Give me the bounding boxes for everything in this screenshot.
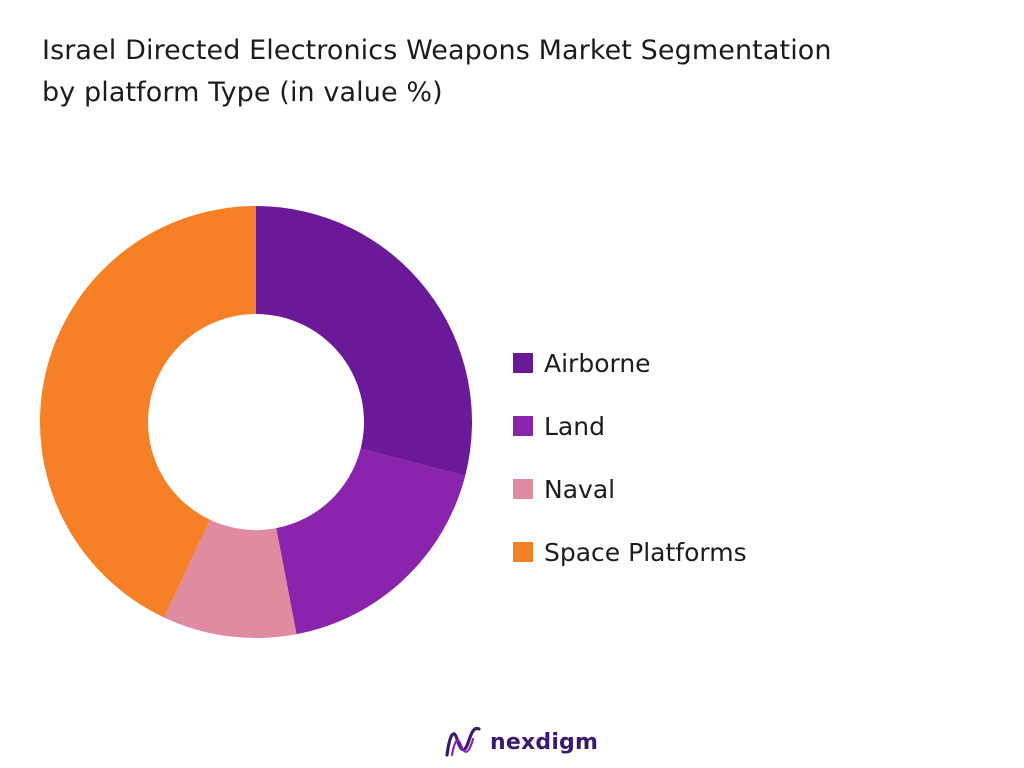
donut-slice-land: [276, 448, 466, 635]
donut-slice-naval: [164, 519, 297, 638]
legend-swatch-airborne: [513, 353, 533, 373]
legend-swatch-space-platforms: [513, 542, 533, 562]
legend-label-naval: Naval: [544, 474, 616, 504]
chart-legend: Airborne Land Naval Space Platforms: [513, 342, 833, 594]
legend-label-airborne: Airborne: [544, 348, 651, 378]
brand-name: nexdigm: [490, 729, 599, 755]
legend-item-naval: Naval: [513, 468, 833, 510]
legend-item-space-platforms: Space Platforms: [513, 531, 833, 573]
legend-label-land: Land: [544, 411, 605, 441]
legend-swatch-land: [513, 416, 533, 436]
legend-label-space-platforms: Space Platforms: [544, 537, 747, 567]
chart-title-line-2: by platform Type (in value %): [42, 77, 443, 108]
chart-title: Israel Directed Electronics Weapons Mark…: [42, 30, 1002, 114]
brand-logo: nexdigm: [444, 722, 598, 762]
donut-chart: [39, 206, 472, 638]
legend-swatch-naval: [513, 479, 533, 499]
nexdigm-logo-icon: [445, 726, 481, 757]
donut-slice-space-platforms: [39, 206, 256, 618]
donut-slice-airborne: [256, 206, 472, 476]
legend-item-land: Land: [513, 405, 833, 447]
chart-title-line-1: Israel Directed Electronics Weapons Mark…: [42, 35, 832, 66]
legend-item-airborne: Airborne: [513, 342, 833, 384]
